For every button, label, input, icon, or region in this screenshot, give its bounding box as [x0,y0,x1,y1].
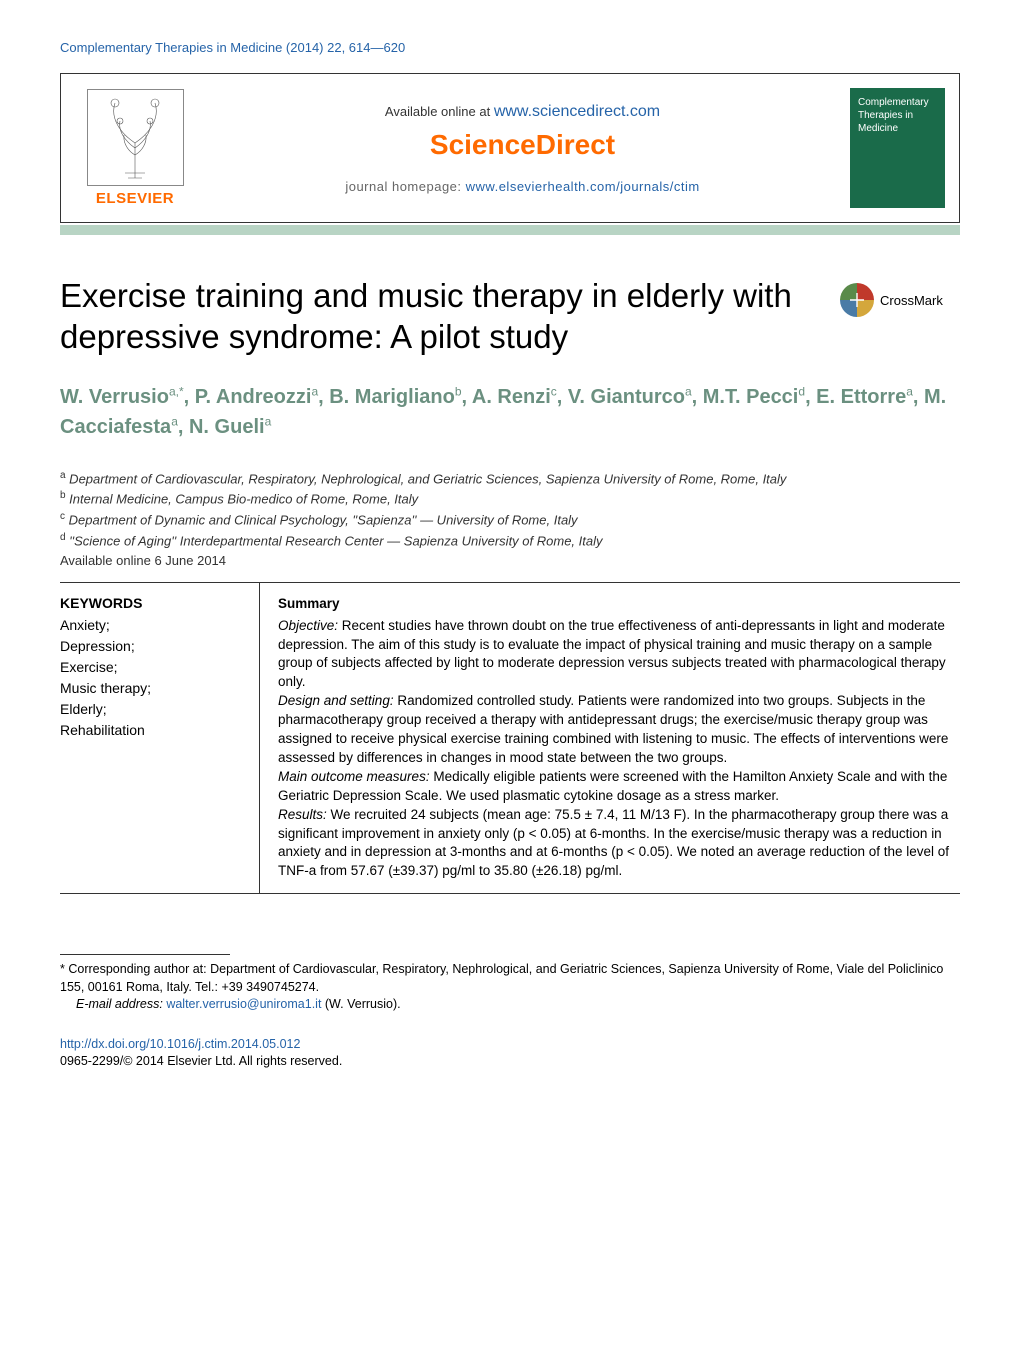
keyword-item: Elderly; [60,699,245,720]
crossmark-badge[interactable]: CrossMark [840,283,960,317]
crossmark-icon [840,283,874,317]
affiliation-line: a Department of Cardiovascular, Respirat… [60,468,960,489]
affiliation-line: b Internal Medicine, Campus Bio-medico o… [60,488,960,509]
keywords-box: KEYWORDS Anxiety;Depression;Exercise;Mus… [60,583,260,893]
available-online-date: Available online 6 June 2014 [60,553,960,568]
summary-heading: Summary [278,595,960,614]
available-online: Available online at www.sciencedirect.co… [195,103,850,121]
summary-outcome: Main outcome measures: Medically eligibl… [278,768,960,806]
doi-link[interactable]: http://dx.doi.org/10.1016/j.ctim.2014.05… [60,1036,960,1054]
keyword-item: Depression; [60,636,245,657]
journal-reference: Complementary Therapies in Medicine (201… [60,40,960,55]
keywords-list: Anxiety;Depression;Exercise;Music therap… [60,615,245,741]
keyword-item: Anxiety; [60,615,245,636]
corresponding-author-footnote: * Corresponding author at: Department of… [60,961,960,1014]
summary-design: Design and setting: Randomized controlle… [278,692,960,768]
doi-block: http://dx.doi.org/10.1016/j.ctim.2014.05… [60,1036,960,1071]
abstract-block: KEYWORDS Anxiety;Depression;Exercise;Mus… [60,582,960,894]
elsevier-logo: ELSEVIER [75,89,195,207]
affiliations: a Department of Cardiovascular, Respirat… [60,468,960,551]
journal-homepage: journal homepage: www.elsevierhealth.com… [195,179,850,194]
journal-cover-thumbnail: Complementary Therapies in Medicine [850,88,945,208]
copyright-line: 0965-2299/© 2014 Elsevier Ltd. All right… [60,1053,960,1071]
summary-objective: Objective: Recent studies have thrown do… [278,617,960,693]
article-title: Exercise training and music therapy in e… [60,275,840,358]
author-list: W. Verrusioa,*, P. Andreozzia, B. Marigl… [60,382,960,442]
journal-header: ELSEVIER Available online at www.science… [60,73,960,223]
author-email-link[interactable]: walter.verrusio@uniroma1.it [166,997,321,1011]
elsevier-tree-icon [87,89,184,186]
elsevier-wordmark: ELSEVIER [96,190,174,207]
summary-results: Results: We recruited 24 subjects (mean … [278,806,960,882]
sciencedirect-url[interactable]: www.sciencedirect.com [494,103,660,120]
affiliation-line: d ''Science of Aging'' Interdepartmental… [60,530,960,551]
keyword-item: Exercise; [60,657,245,678]
affiliation-line: c Department of Dynamic and Clinical Psy… [60,509,960,530]
keywords-heading: KEYWORDS [60,595,245,611]
footnote-rule [60,954,230,955]
summary-box: Summary Objective: Recent studies have t… [260,583,960,893]
keyword-item: Music therapy; [60,678,245,699]
header-rule [60,225,960,235]
journal-homepage-link[interactable]: www.elsevierhealth.com/journals/ctim [466,179,700,194]
sciencedirect-logo: ScienceDirect [195,129,850,161]
keyword-item: Rehabilitation [60,720,245,741]
